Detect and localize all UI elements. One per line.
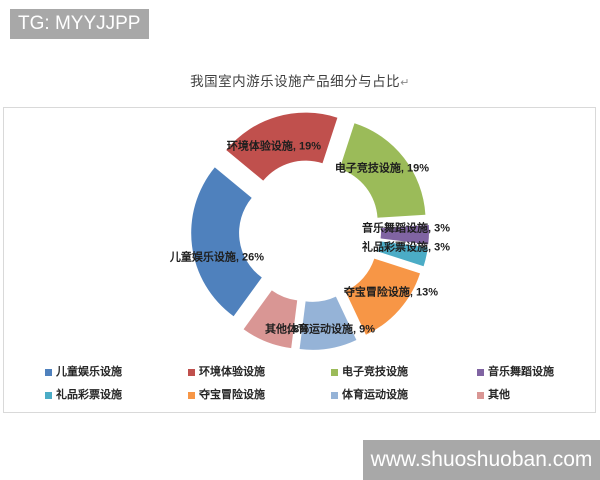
watermark-badge-top: TG: MYYJJPP bbox=[10, 9, 149, 39]
legend-item-label: 儿童娱乐设施 bbox=[56, 366, 122, 378]
legend-item-0: 儿童娱乐设施 bbox=[45, 367, 122, 378]
legend-item-label: 电子竞技设施 bbox=[342, 366, 408, 378]
legend-swatch-icon bbox=[477, 369, 484, 376]
pie-slice-6 bbox=[299, 296, 357, 350]
pie-slice-1 bbox=[226, 112, 338, 181]
legend-item-label: 音乐舞蹈设施 bbox=[488, 366, 554, 378]
legend-item-label: 礼品彩票设施 bbox=[56, 389, 122, 401]
legend-item-4: 礼品彩票设施 bbox=[45, 390, 122, 401]
legend-item-label: 体育运动设施 bbox=[342, 389, 408, 401]
legend-item-2: 电子竞技设施 bbox=[331, 367, 408, 378]
legend-item-6: 体育运动设施 bbox=[331, 390, 408, 401]
watermark-badge-bottom-label: www.shuoshuoban.com bbox=[370, 448, 593, 471]
chart-title: 我国室内游乐设施产品细分与占比↵ bbox=[0, 70, 600, 90]
legend-swatch-icon bbox=[331, 369, 338, 376]
pie-slice-4 bbox=[377, 241, 428, 267]
data-label-3: 音乐舞蹈设施, 3% bbox=[361, 222, 451, 235]
data-label-7: 其他, 8% bbox=[264, 323, 310, 336]
legend-item-3: 音乐舞蹈设施 bbox=[477, 367, 554, 378]
data-label-0: 儿童娱乐设施, 26% bbox=[169, 251, 265, 264]
legend-item-1: 环境体验设施 bbox=[188, 367, 265, 378]
pie-slice-2 bbox=[339, 123, 426, 218]
legend-swatch-icon bbox=[45, 369, 52, 376]
pie-slice-3 bbox=[380, 225, 430, 245]
legend-item-7: 其他 bbox=[477, 390, 510, 401]
pie-slice-5 bbox=[345, 258, 420, 335]
watermark-badge-top-label: TG: MYYJJPP bbox=[18, 13, 141, 34]
data-label-2: 电子竞技设施, 19% bbox=[334, 162, 430, 175]
legend-swatch-icon bbox=[188, 369, 195, 376]
legend-item-5: 夺宝冒险设施 bbox=[188, 390, 265, 401]
paragraph-return-mark: ↵ bbox=[400, 77, 410, 89]
legend-swatch-icon bbox=[477, 392, 484, 399]
chart-title-text: 我国室内游乐设施产品细分与占比 bbox=[190, 74, 401, 89]
legend-item-label: 其他 bbox=[488, 389, 510, 401]
pie-slice-7 bbox=[243, 290, 298, 349]
legend-item-label: 环境体验设施 bbox=[199, 366, 265, 378]
legend-swatch-icon bbox=[45, 392, 52, 399]
watermark-badge-bottom: www.shuoshuoban.com bbox=[363, 440, 600, 480]
legend-swatch-icon bbox=[331, 392, 338, 399]
data-label-6: 体育运动设施, 9% bbox=[286, 323, 376, 336]
data-label-1: 环境体验设施, 19% bbox=[226, 140, 322, 153]
legend-swatch-icon bbox=[188, 392, 195, 399]
legend-item-label: 夺宝冒险设施 bbox=[199, 389, 265, 401]
data-label-5: 夺宝冒险设施, 13% bbox=[343, 286, 439, 299]
pie-slice-0 bbox=[191, 167, 262, 317]
data-label-4: 礼品彩票设施, 3% bbox=[361, 241, 451, 254]
